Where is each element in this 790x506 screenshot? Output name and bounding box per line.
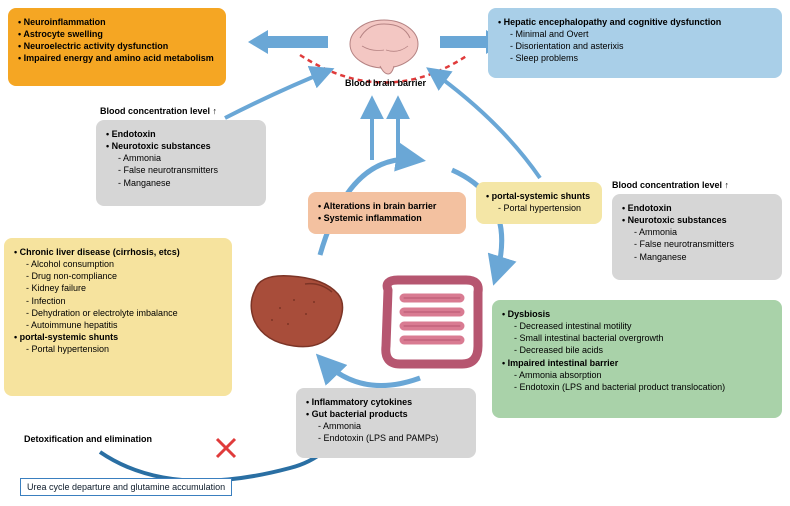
right-up-arrow [430, 70, 540, 178]
box-salmon: Alterations in brain barrierSystemic inf… [308, 192, 466, 234]
box-item: Neurotoxic substances [106, 140, 256, 152]
box-item: Portal hypertension [486, 202, 592, 214]
box-blue: Hepatic encephalopathy and cognitive dys… [488, 8, 782, 78]
box-item: Ammonia [106, 152, 256, 164]
box-item: False neurotransmitters [106, 164, 256, 176]
box-item: Neuroelectric activity dysfunction [18, 40, 216, 52]
label-blood-right: Blood concentration level ↑ [612, 180, 729, 190]
box-item: Inflammatory cytokines [306, 396, 466, 408]
box-item: portal-systemic shunts [14, 331, 222, 343]
box-item: Endotoxin (LPS and PAMPs) [306, 432, 466, 444]
box-item: Hepatic encephalopathy and cognitive dys… [498, 16, 772, 28]
box-item: Sleep problems [498, 52, 772, 64]
box-orange: NeuroinflammationAstrocyte swellingNeuro… [8, 8, 226, 86]
box-item: Drug non-compliance [14, 270, 222, 282]
box-yellow: Chronic liver disease (cirrhosis, etcs)A… [4, 238, 232, 396]
box-grayL: EndotoxinNeurotoxic substancesAmmoniaFal… [96, 120, 266, 206]
box-item: Neurotoxic substances [622, 214, 772, 226]
box-item: Chronic liver disease (cirrhosis, etcs) [14, 246, 222, 258]
gut-organ [386, 280, 478, 364]
box-item: portal-systemic shunts [486, 190, 592, 202]
box-item: Infection [14, 295, 222, 307]
box-item: Decreased intestinal motility [502, 320, 772, 332]
brain-organ [350, 20, 418, 74]
box-item: Manganese [622, 251, 772, 263]
box-item: False neurotransmitters [622, 238, 772, 250]
box-item: Systemic inflammation [318, 212, 456, 224]
brain-left-arrow [248, 30, 328, 54]
box-grayR: EndotoxinNeurotoxic substancesAmmoniaFal… [612, 194, 782, 280]
box-item: Kidney failure [14, 282, 222, 294]
box-tan: portal-systemic shuntsPortal hypertensio… [476, 182, 602, 224]
urea-box: Urea cycle departure and glutamine accum… [20, 478, 232, 496]
box-item: Impaired intestinal barrier [502, 357, 772, 369]
box-item: Endotoxin [106, 128, 256, 140]
box-item: Manganese [106, 177, 256, 189]
box-item: Ammonia absorption [502, 369, 772, 381]
box-item: Gut bacterial products [306, 408, 466, 420]
box-item: Minimal and Overt [498, 28, 772, 40]
label-blood-left: Blood concentration level ↑ [100, 106, 217, 116]
box-item: Endotoxin [622, 202, 772, 214]
box-item: Alcohol consumption [14, 258, 222, 270]
box-item: Astrocyte swelling [18, 28, 216, 40]
box-item: Impaired energy and amino acid metabolis… [18, 52, 216, 64]
box-item: Endotoxin (LPS and bacterial product tra… [502, 381, 772, 393]
liver-organ [251, 276, 342, 347]
box-grayB: Inflammatory cytokinesGut bacterial prod… [296, 388, 476, 458]
box-item: Portal hypertension [14, 343, 222, 355]
box-item: Small intestinal bacterial overgrowth [502, 332, 772, 344]
box-item: Dysbiosis [502, 308, 772, 320]
box-item: Autoimmune hepatitis [14, 319, 222, 331]
box-green: DysbiosisDecreased intestinal motilitySm… [492, 300, 782, 418]
red-cross [217, 439, 235, 457]
box-item: Ammonia [622, 226, 772, 238]
label-detox: Detoxification and elimination [24, 434, 152, 444]
box-item: Decreased bile acids [502, 344, 772, 356]
box-item: Neuroinflammation [18, 16, 216, 28]
box-item: Ammonia [306, 420, 466, 432]
box-item: Dehydration or electrolyte imbalance [14, 307, 222, 319]
box-item: Disorientation and asterixis [498, 40, 772, 52]
box-item: Alterations in brain barrier [318, 200, 456, 212]
label-bbb: Blood brain barrier [345, 78, 426, 88]
left-up-arrow [225, 70, 330, 118]
